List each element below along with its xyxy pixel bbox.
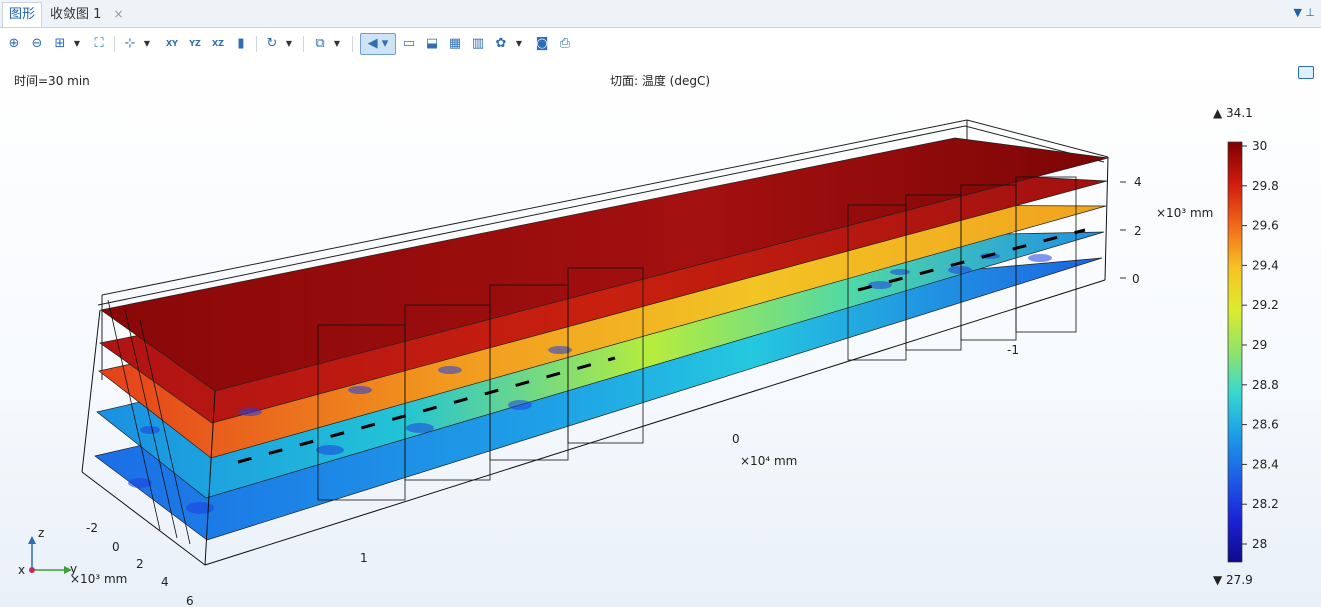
y-tick-6: 6 <box>186 594 194 607</box>
colorbar-tick-label: 29 <box>1252 338 1267 352</box>
graphics-toolbar: ⊕ ⊖ ⊞ ▼ ⛶ ⊹ ▼ XY YZ XZ ▮ ↻ ▼ ⧉ ▼ ◀ ▾ ▭ ⬓… <box>0 28 1321 60</box>
x-tick-0: 0 <box>732 432 740 446</box>
color-legend: ▲ 34.1 30 29.8 29.6 29.4 29.2 29 28.8 28.6 28.4 2… <box>1213 106 1279 587</box>
x-tick-1: 1 <box>360 551 368 565</box>
chevron-down-icon[interactable]: ▼ <box>285 39 293 48</box>
inlet-markers <box>237 228 1086 464</box>
colorbar-tick-label: 28.2 <box>1252 497 1279 511</box>
y-tick-2: 2 <box>136 557 144 571</box>
view-xz-icon[interactable]: XZ <box>212 39 224 48</box>
axis-labels: 0 2 4 ×10³ mm -1 0 1 ×10⁴ mm -2 0 2 4 6 … <box>70 175 1213 607</box>
equipment-outlines <box>107 176 1077 545</box>
z-tick-4: 4 <box>1134 175 1142 189</box>
colorbar-min-label: ▼ 27.9 <box>1213 573 1253 587</box>
colorbar-tick-label: 28.4 <box>1252 457 1279 471</box>
chevron-down-icon[interactable]: ▼ <box>333 39 341 48</box>
x-axis-unit: ×10⁴ mm <box>740 454 797 468</box>
zoom-box-icon[interactable]: ⊞ <box>54 36 66 51</box>
rotate-icon[interactable]: ↻ <box>266 36 278 51</box>
time-label: 时间=30 min <box>14 74 90 88</box>
scene-light-icon[interactable]: ◀ ▾ <box>360 33 396 55</box>
chevron-down-icon[interactable]: ▼ <box>73 39 81 48</box>
bounding-box-near <box>81 156 1109 566</box>
chevron-down-icon[interactable]: ▼ <box>515 39 523 48</box>
zoom-extents-icon[interactable]: ⛶ <box>94 36 104 51</box>
camera-view-icon[interactable]: ▮ <box>237 36 245 51</box>
colorbar-tick-label: 29.4 <box>1252 258 1279 272</box>
tab-convergence-plot[interactable]: 收敛图 1 × <box>44 2 130 26</box>
colorbar-tick-label: 28.8 <box>1252 378 1279 392</box>
zoom-in-icon[interactable]: ⊕ <box>8 36 20 51</box>
tab-bar: 图形 收敛图 1 × ▼ ⊥ <box>0 0 1321 28</box>
tab-convergence-label: 收敛图 1 <box>50 7 102 22</box>
colorbar-gradient <box>1227 141 1243 563</box>
y-axis-unit: ×10³ mm <box>70 572 127 586</box>
colorbar-tick-label: 29.6 <box>1252 219 1279 233</box>
color-legend-icon[interactable]: ▥ <box>471 36 485 51</box>
colorbar-max-label: ▲ 34.1 <box>1213 106 1253 120</box>
colorbar-tick-label: 29.2 <box>1252 298 1279 312</box>
triad-z-label: z <box>38 526 44 540</box>
y-tick-0: 0 <box>112 540 120 554</box>
graphics-canvas[interactable]: 时间=30 min 切面: 温度 (degC) <box>0 60 1321 607</box>
x-tick-neg1: -1 <box>1007 343 1019 357</box>
colorbar-tick-label: 28.6 <box>1252 418 1279 432</box>
screenshot-camera-icon[interactable]: ◙ <box>535 36 549 51</box>
y-tick-4: 4 <box>161 575 169 589</box>
chevron-down-icon[interactable]: ▼ <box>1293 6 1302 19</box>
close-icon[interactable]: × <box>113 7 124 21</box>
plot-title: 切面: 温度 (degC) <box>610 74 711 88</box>
colorbar-tick-label: 28 <box>1252 537 1267 551</box>
window-controls: ▼ ⊥ <box>1293 6 1315 19</box>
print-icon[interactable]: ⎙ <box>559 36 571 51</box>
bounding-box-far <box>97 119 1109 380</box>
triad-x-label: x <box>18 563 25 577</box>
z-tick-2: 2 <box>1134 224 1142 238</box>
orientation-triad: z y x <box>18 526 77 577</box>
pin-icon[interactable]: ⊥ <box>1305 6 1315 19</box>
wireframe-icon[interactable]: ⬓ <box>425 36 439 51</box>
tab-graphics[interactable]: 图形 <box>2 2 43 27</box>
graphics-settings-icon[interactable] <box>1298 66 1314 79</box>
colorbar-tick-label: 29.8 <box>1252 179 1279 193</box>
transparency-icon[interactable]: ▭ <box>402 36 416 51</box>
z-axis-unit: ×10³ mm <box>1156 206 1213 220</box>
view-xy-icon[interactable]: XY <box>166 39 178 48</box>
slice-plot-scene: 0 2 4 ×10³ mm -1 0 1 ×10⁴ mm -2 0 2 4 6 … <box>18 106 1279 607</box>
chevron-down-icon[interactable]: ▼ <box>143 39 151 48</box>
select-box-icon[interactable]: ⧉ <box>315 36 325 51</box>
triad-y-label: y <box>70 562 77 576</box>
render-settings-icon[interactable]: ✿ <box>495 36 507 51</box>
tab-graphics-label: 图形 <box>9 7 36 22</box>
z-tick-0: 0 <box>1132 272 1140 286</box>
colorbar-ticks: 30 29.8 29.6 29.4 29.2 29 28.8 28.6 28.4 28.2 28 <box>1242 139 1279 551</box>
y-tick-neg2: -2 <box>86 521 98 535</box>
view-yz-icon[interactable]: YZ <box>189 39 201 48</box>
colorbar-tick-label: 30 <box>1252 139 1267 153</box>
grid-icon[interactable]: ▦ <box>448 36 462 51</box>
axis-orientation-icon[interactable]: ⊹ <box>124 36 136 51</box>
zoom-out-icon[interactable]: ⊖ <box>31 36 43 51</box>
